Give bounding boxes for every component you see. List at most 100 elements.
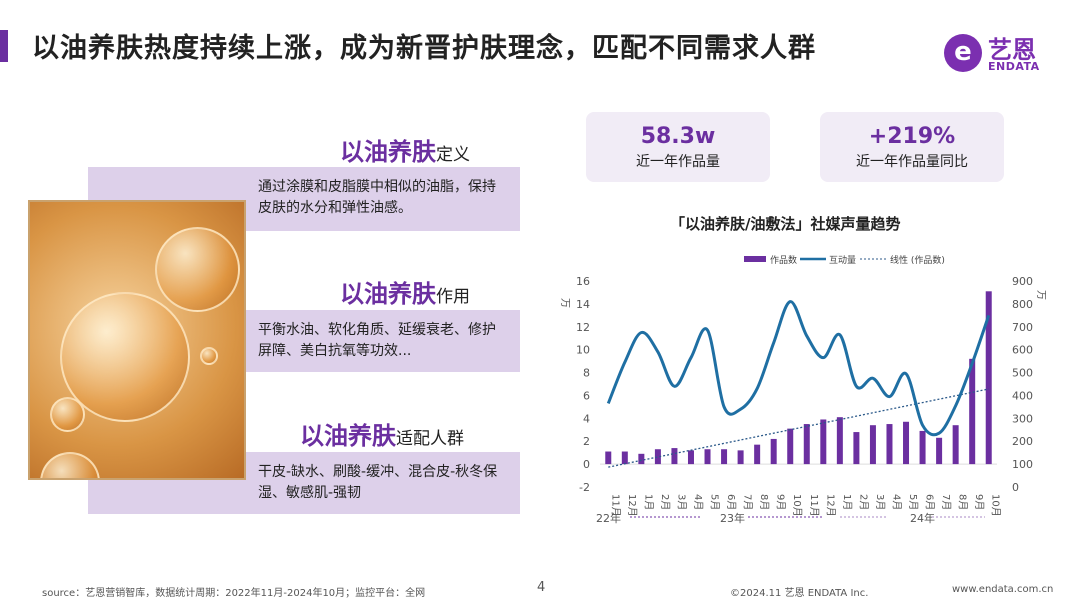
page-number: 4 (537, 580, 546, 595)
legend-label: 作品数 (770, 254, 797, 266)
trendline (608, 388, 989, 468)
bar-works (803, 424, 810, 465)
bar-works (654, 449, 661, 465)
y-left-tick: 0 (583, 458, 590, 471)
y-left-tick: 8 (583, 367, 590, 380)
y-right-tick: 400 (1012, 389, 1033, 402)
bar-works (737, 450, 744, 465)
title-accent-bar (0, 30, 8, 62)
x-tick: 7月 (742, 494, 754, 510)
bar-works (853, 432, 860, 465)
bar-works (721, 449, 728, 465)
x-tick: 7月 (940, 494, 952, 510)
legend-label: 互动量 (829, 255, 856, 266)
y-left-tick: 4 (583, 412, 590, 425)
x-tick: 10月 (791, 494, 803, 517)
stat-value: 58.3w (640, 124, 716, 149)
logo-mark: e (944, 34, 982, 72)
y-right-tick: 700 (1012, 321, 1033, 334)
x-tick: 12月 (824, 494, 836, 517)
bar-works (787, 428, 794, 465)
bar-works (671, 448, 678, 465)
y-left-tick: 6 (583, 389, 590, 402)
bar-works (969, 358, 976, 465)
bar-works (638, 453, 645, 465)
bar-works (754, 444, 761, 465)
bar-works (770, 438, 777, 465)
definition-heading: 以油养肤定义 (340, 138, 470, 166)
y-left-tick: 2 (583, 435, 590, 448)
legend-bar-swatch (744, 256, 766, 262)
y-right-tick: 0 (1012, 481, 1019, 494)
x-tick: 1月 (642, 494, 654, 510)
bar-works (820, 419, 827, 465)
line-interactions (606, 300, 991, 437)
y-left-tick: 14 (576, 298, 590, 311)
x-tick: 5月 (907, 494, 919, 510)
x-tick: 3月 (874, 494, 886, 510)
source-note: source：艺恩营销智库，数据统计周期：2022年11月-2024年10月；监… (42, 588, 426, 599)
y-left-unit: 万 (559, 298, 570, 308)
audience-heading: 以油养肤适配人群 (300, 422, 464, 450)
endata-logo: e 艺恩 ENDATA (944, 28, 1054, 74)
y-right-unit: 万 (1035, 290, 1046, 300)
stat-works: 58.3w 近一年作品量 (586, 112, 770, 182)
year-label: 23年 (720, 511, 745, 525)
definition-text: 通过涂膜和皮脂膜中相似的油脂，保持皮肤的水分和弹性油感。 (258, 179, 496, 216)
logo-cn: 艺恩 (988, 36, 1036, 64)
x-tick: 4月 (890, 494, 902, 510)
y-right-tick: 500 (1012, 367, 1033, 380)
bar-works (687, 450, 694, 465)
copyright: ©2024.11 艺恩 ENDATA Inc. (730, 588, 869, 599)
chart-title: 「以油养肤/油敷法」社媒声量趋势 (670, 215, 901, 233)
bar-works (886, 424, 893, 465)
bar-works (869, 425, 876, 465)
y-right-tick: 300 (1012, 412, 1033, 425)
bar-works (836, 417, 843, 465)
x-tick: 2月 (659, 494, 671, 510)
x-tick: 8月 (758, 494, 770, 510)
x-tick: 3月 (675, 494, 687, 510)
logo-en: ENDATA (988, 60, 1040, 73)
x-tick: 12月 (626, 494, 638, 517)
y-left-tick: -2 (579, 481, 590, 494)
stat-label: 近一年作品量同比 (856, 154, 968, 170)
x-tick: 9月 (775, 494, 787, 510)
x-tick: 10月 (990, 494, 1002, 517)
y-right-tick: 200 (1012, 435, 1033, 448)
y-left-tick: 12 (576, 321, 590, 334)
year-label: 24年 (910, 511, 935, 525)
y-right-tick: 900 (1012, 275, 1033, 288)
y-right-tick: 100 (1012, 458, 1033, 471)
stat-yoy: +219% 近一年作品量同比 (820, 112, 1004, 182)
stat-value: +219% (868, 124, 956, 149)
bar-works (605, 451, 612, 465)
page-title: 以油养肤热度持续上涨，成为新晋护肤理念，匹配不同需求人群 (32, 33, 816, 64)
effect-heading: 以油养肤作用 (340, 280, 470, 308)
x-tick: 11月 (609, 494, 621, 517)
x-tick: 11月 (808, 494, 820, 517)
x-tick: 4月 (692, 494, 704, 510)
bar-works (919, 430, 926, 465)
bar-works (704, 449, 711, 465)
x-tick: 8月 (957, 494, 969, 510)
year-label: 22年 (596, 511, 621, 525)
x-tick: 9月 (973, 494, 985, 510)
bar-works (903, 421, 910, 465)
bar-works (952, 425, 959, 465)
x-tick: 6月 (924, 494, 936, 510)
audience-box: 干皮-缺水、刷酸-缓冲、混合皮-秋冬保湿、敏感肌-强韧 (88, 452, 520, 514)
oil-bubbles-image (28, 200, 246, 480)
effect-text: 平衡水油、软化角质、延缓衰老、修护屏障、美白抗氧等功效... (258, 322, 496, 359)
audience-text: 干皮-缺水、刷酸-缓冲、混合皮-秋冬保湿、敏感肌-强韧 (258, 464, 498, 501)
y-right-tick: 800 (1012, 298, 1033, 311)
bar-works (936, 437, 943, 465)
website-url: www.endata.com.cn (952, 584, 1054, 595)
y-right-tick: 600 (1012, 344, 1033, 357)
x-tick: 2月 (857, 494, 869, 510)
y-left-tick: 10 (576, 344, 590, 357)
x-tick: 6月 (725, 494, 737, 510)
bar-works (985, 291, 992, 465)
stat-label: 近一年作品量 (636, 154, 720, 170)
